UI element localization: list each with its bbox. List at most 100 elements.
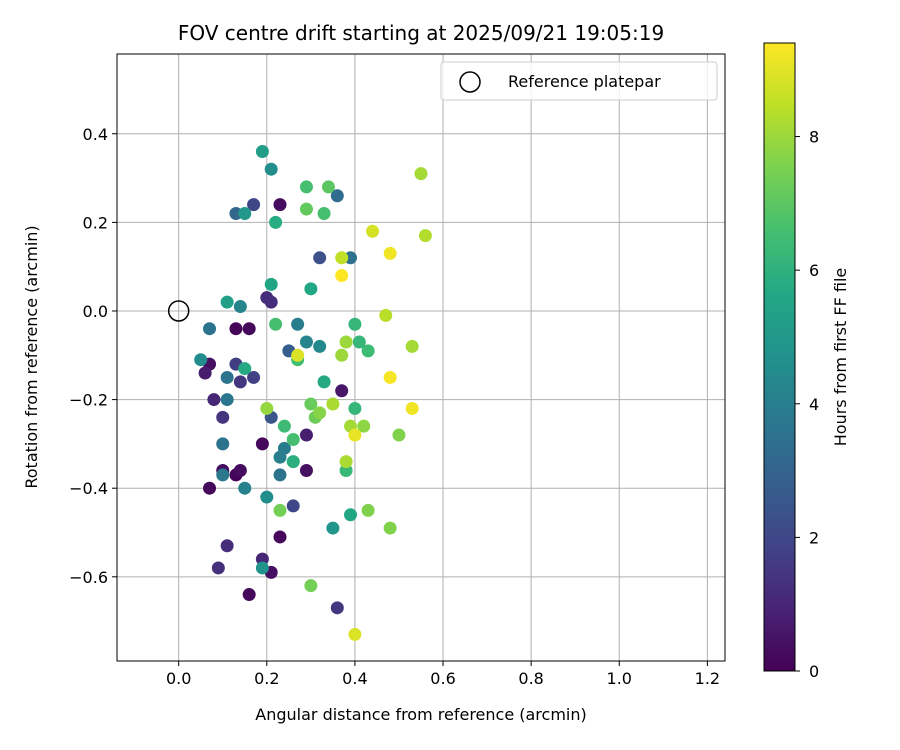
data-point: [330, 601, 344, 615]
data-point: [203, 322, 217, 336]
y-tick-label: 0.0: [83, 302, 108, 321]
data-point: [299, 180, 313, 194]
data-point: [211, 561, 225, 575]
data-point: [286, 455, 300, 469]
reference-point-marker: [167, 300, 190, 322]
data-point: [317, 207, 331, 221]
data-point: [269, 317, 283, 331]
data-point: [361, 503, 375, 517]
data-point: [304, 397, 318, 411]
data-point: [291, 317, 305, 331]
data-point: [220, 370, 234, 384]
data-point: [383, 370, 397, 384]
colorbar-ticks: 0 2 4 6 8: [795, 128, 819, 681]
data-point: [361, 344, 375, 358]
x-axis-ticks: 0.0 0.2 0.4 0.6 0.8 1.0 1.2: [166, 661, 720, 688]
data-point: [344, 508, 358, 522]
colorbar-frame: [763, 42, 796, 672]
data-point: [313, 251, 327, 265]
data-point: [264, 295, 278, 309]
data-point: [339, 455, 353, 469]
colorbar-tick-label: 4: [809, 395, 819, 414]
data-point: [348, 428, 362, 442]
data-point: [277, 419, 291, 433]
plot-frame: [116, 53, 726, 662]
x-tick-label: 0.8: [518, 669, 543, 688]
data-point: [273, 468, 287, 482]
data-point: [299, 428, 313, 442]
data-point: [339, 335, 353, 349]
y-tick-label: −0.4: [69, 479, 108, 498]
data-point: [304, 282, 318, 296]
data-point: [383, 246, 397, 260]
data-point: [418, 229, 432, 243]
data-point: [264, 162, 278, 176]
data-point: [321, 180, 335, 194]
colorbar-tick-label: 2: [809, 528, 819, 547]
data-point: [273, 503, 287, 517]
colorbar-gradient: [764, 43, 795, 671]
data-point: [330, 189, 344, 203]
colorbar-label: Hours from first FF file: [831, 268, 850, 447]
y-tick-label: 0.2: [83, 213, 108, 232]
data-point: [247, 198, 261, 212]
data-point: [414, 167, 428, 181]
data-point: [242, 588, 256, 602]
y-axis-label: Rotation from reference (arcmin): [22, 225, 41, 488]
x-tick-label: 0.6: [430, 669, 455, 688]
data-point: [291, 348, 305, 362]
data-point: [299, 463, 313, 477]
data-point: [273, 198, 287, 212]
data-point: [348, 627, 362, 641]
data-point: [255, 144, 269, 158]
data-point: [335, 269, 349, 283]
x-axis-label: Angular distance from reference (arcmin): [255, 705, 586, 724]
data-point: [233, 300, 247, 314]
data-point: [313, 339, 327, 353]
data-point: [233, 463, 247, 477]
x-tick-label: 0.4: [342, 669, 367, 688]
legend-marker-icon: [459, 71, 481, 93]
data-point: [335, 384, 349, 398]
data-point: [273, 530, 287, 544]
data-point: [335, 348, 349, 362]
data-point: [238, 362, 252, 376]
data-point: [247, 370, 261, 384]
data-point: [304, 579, 318, 593]
x-tick-label: 1.0: [607, 669, 632, 688]
data-point: [216, 468, 230, 482]
data-point: [352, 335, 366, 349]
data-point: [260, 490, 274, 504]
x-tick-label: 0.0: [166, 669, 191, 688]
data-point: [392, 428, 406, 442]
data-point: [242, 322, 256, 336]
grid: [117, 54, 725, 661]
data-points: [194, 144, 432, 641]
data-point: [383, 521, 397, 535]
data-point: [207, 393, 221, 407]
chart-title: FOV centre drift starting at 2025/09/21 …: [178, 21, 664, 45]
data-point: [194, 353, 208, 367]
data-point: [198, 366, 212, 380]
y-axis-ticks: 0.4 0.2 0.0 −0.2 −0.4 −0.6: [69, 125, 117, 587]
x-tick-label: 1.2: [695, 669, 720, 688]
legend-entry-label: Reference platepar: [508, 72, 661, 91]
data-point: [379, 308, 393, 322]
y-tick-label: 0.4: [83, 125, 108, 144]
data-point: [366, 224, 380, 238]
data-point: [335, 251, 349, 265]
data-point: [238, 207, 252, 221]
data-point: [299, 202, 313, 216]
data-point: [299, 335, 313, 349]
data-point: [405, 401, 419, 415]
colorbar: 0 2 4 6 8 Hours from first FF file: [763, 42, 850, 681]
data-point: [203, 481, 217, 495]
data-point: [255, 437, 269, 451]
data-point: [326, 397, 340, 411]
data-point: [216, 410, 230, 424]
data-point: [255, 561, 269, 575]
legend: Reference platepar: [440, 61, 718, 101]
data-point: [229, 322, 243, 336]
y-tick-label: −0.2: [69, 391, 108, 410]
